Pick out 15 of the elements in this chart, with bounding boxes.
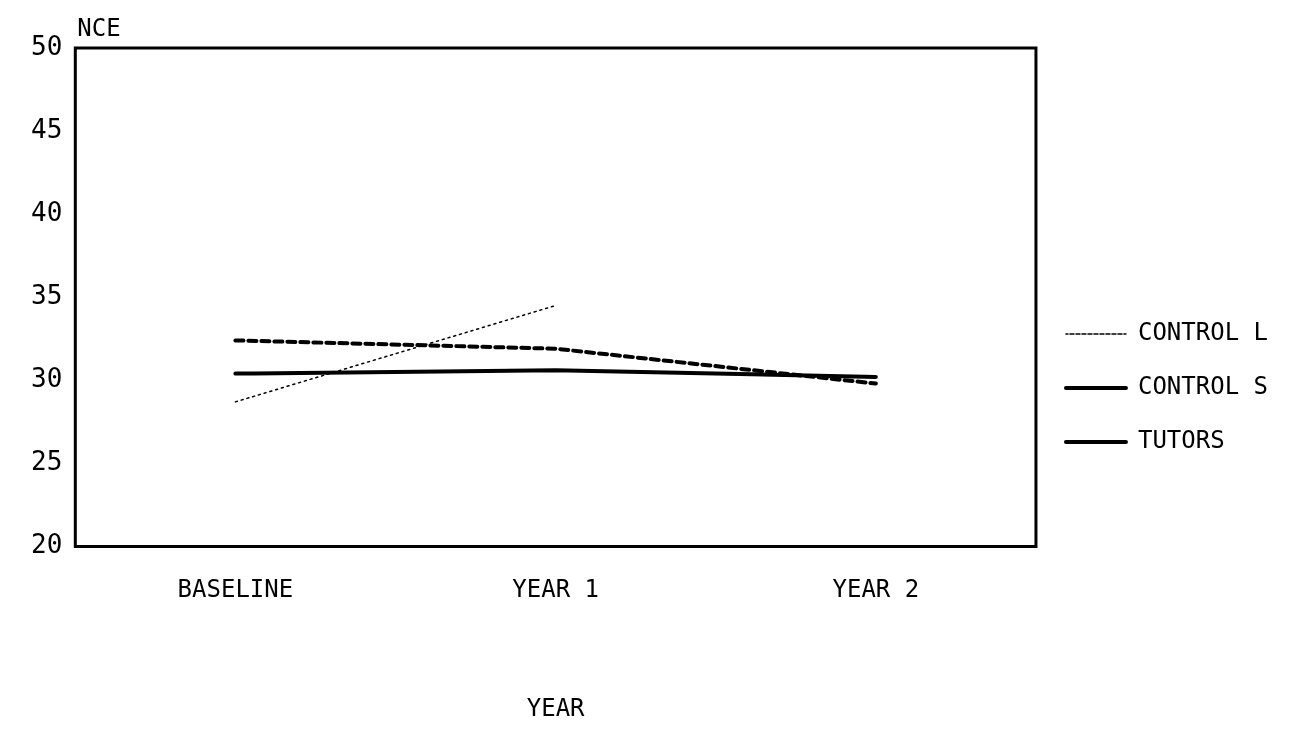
y-tick-label: 50	[30, 30, 63, 61]
legend-label: TUTORS	[1137, 426, 1225, 455]
y-tick-label: 25	[30, 446, 63, 477]
y-tick-label: 35	[30, 279, 63, 310]
x-tick-label: BASELINE	[177, 575, 294, 604]
y-axis-title: NCE	[77, 14, 121, 43]
y-tick-label: 40	[30, 196, 63, 227]
y-tick-label: 30	[30, 363, 63, 394]
x-axis-title: YEAR	[526, 693, 586, 722]
legend-label: CONTROL S	[1137, 372, 1268, 401]
x-tick-label: YEAR 1	[512, 575, 599, 604]
y-tick-label: 20	[30, 529, 63, 560]
y-tick-label: 45	[30, 113, 63, 144]
legend-label: CONTROL L	[1137, 318, 1268, 347]
x-tick-label: YEAR 2	[832, 575, 920, 604]
